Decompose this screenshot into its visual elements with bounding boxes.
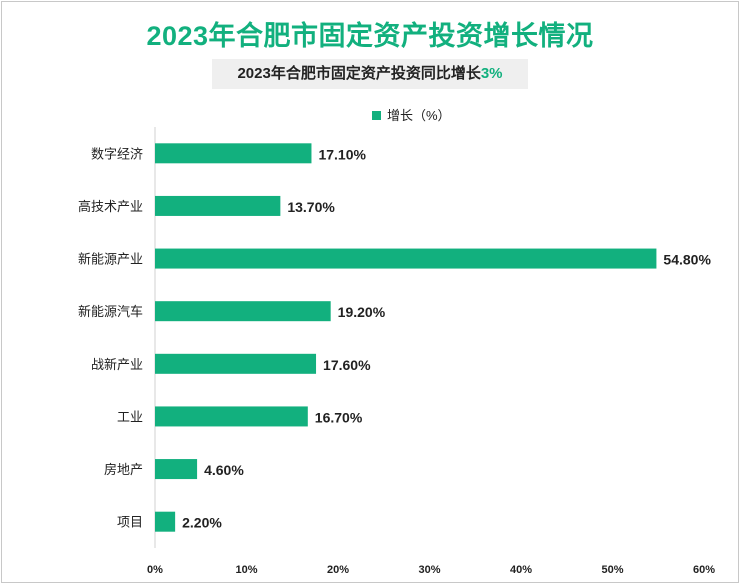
category-label: 工业 [117, 409, 143, 424]
chart-subtitle: 2023年合肥市固定资产投资同比增长3% [212, 59, 528, 89]
subtitle-highlight: 3% [480, 65, 503, 82]
data-label: 17.60% [323, 357, 371, 373]
bar [155, 248, 657, 269]
bar [155, 143, 312, 164]
data-label: 19.20% [338, 304, 386, 320]
bar [155, 195, 281, 216]
x-tick-label: 20% [327, 564, 349, 576]
data-label: 54.80% [663, 252, 711, 268]
legend-label: 增长（%） [387, 108, 451, 123]
category-label: 项目 [117, 515, 143, 530]
bar [155, 511, 176, 532]
legend-swatch [372, 111, 381, 120]
category-label: 高技术产业 [78, 199, 143, 214]
data-label: 2.20% [182, 515, 222, 531]
category-label: 数字经济 [91, 146, 143, 161]
subtitle-text: 2023年合肥市固定资产投资同比增长 [237, 65, 481, 82]
x-tick-label: 40% [510, 564, 532, 576]
category-label: 新能源产业 [78, 252, 143, 267]
category-label: 战新产业 [91, 357, 143, 372]
x-tick-label: 0% [147, 564, 163, 576]
chart-legend: 增长（%） [372, 108, 451, 123]
x-tick-label: 30% [418, 564, 440, 576]
x-tick-label: 10% [235, 564, 257, 576]
chart-title: 2023年合肥市固定资产投资增长情况 [146, 21, 594, 51]
data-label: 17.10% [318, 146, 366, 162]
x-tick-label: 60% [693, 564, 715, 576]
x-tick-label: 50% [601, 564, 623, 576]
bar [155, 406, 308, 427]
bar [155, 459, 198, 480]
data-label: 13.70% [287, 199, 335, 215]
category-label: 房地产 [104, 462, 143, 477]
plot-area: 数字经济 17.10% 高技术产业 13.70% 新能源产业 54.80% 新能源汽车 19.… [78, 127, 715, 576]
bar [155, 301, 331, 322]
data-label: 4.60% [204, 462, 244, 478]
category-label: 新能源汽车 [78, 304, 143, 319]
data-label: 16.70% [315, 409, 363, 425]
bar [155, 353, 317, 374]
